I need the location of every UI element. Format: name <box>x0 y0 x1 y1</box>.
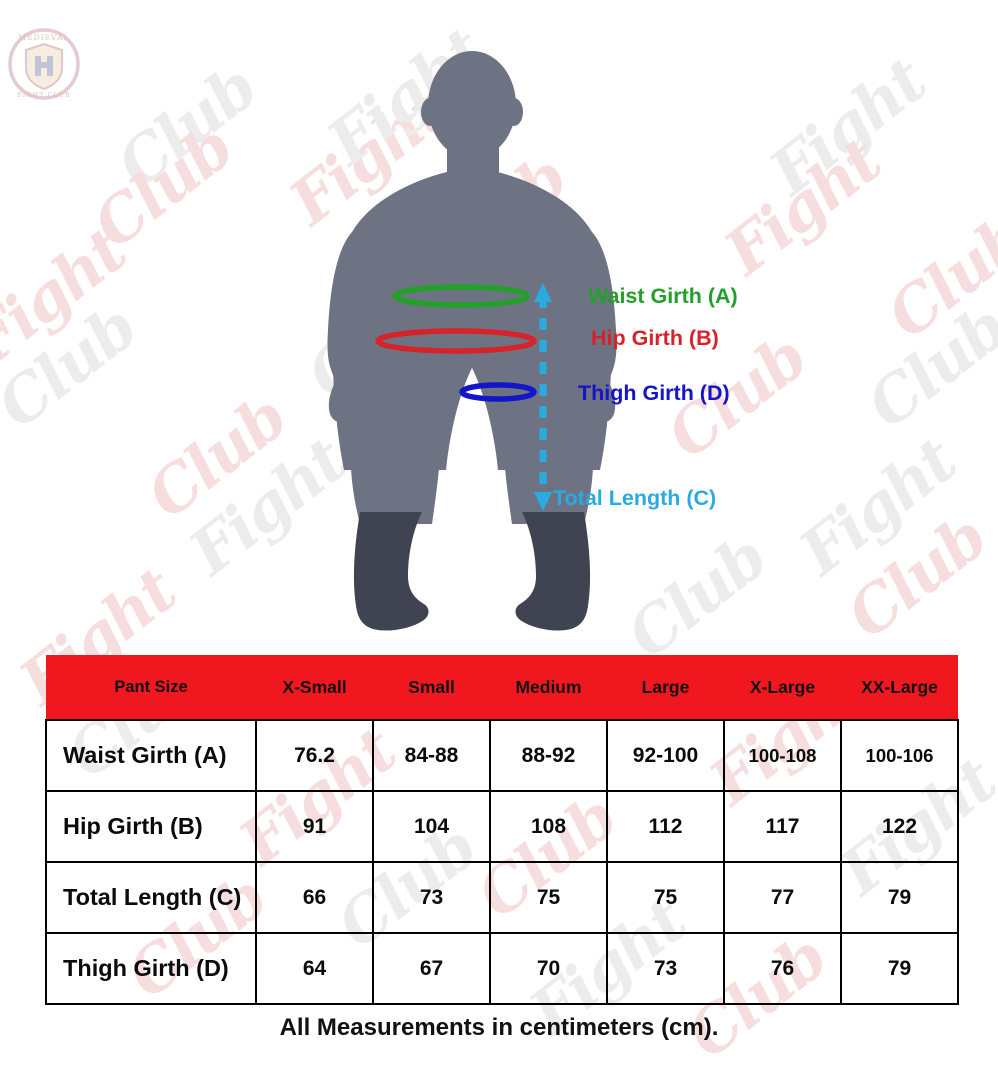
table-header-row: Pant Size X-Small Small Medium Large X-L… <box>46 655 958 720</box>
label-waist-girth: Waist Girth (A) <box>588 284 738 308</box>
thigh-measure-band <box>459 382 537 402</box>
total-length-arrow <box>534 283 552 511</box>
cell-thigh-x-small: 64 <box>255 932 374 1005</box>
table-row: Waist Girth (A) 76.2 84-88 88-92 92-100 … <box>45 719 959 792</box>
cell-waist-x-large: 100-108 <box>723 719 842 792</box>
cell-hip-x-small: 91 <box>255 790 374 863</box>
cell-waist-medium: 88-92 <box>489 719 608 792</box>
crotch-notch <box>446 368 498 470</box>
size-chart-table: Pant Size X-Small Small Medium Large X-L… <box>45 655 959 1005</box>
body-measurement-diagram: Waist Girth (A) Hip Girth (B) Thigh Girt… <box>327 51 738 631</box>
row-label-thigh-girth: Thigh Girth (D) <box>45 932 257 1005</box>
cell-hip-large: 112 <box>606 790 725 863</box>
column-header-small: Small <box>373 655 490 720</box>
column-header-x-large: X-Large <box>724 655 841 720</box>
row-label-total-length: Total Length (C) <box>45 861 257 934</box>
column-header-large: Large <box>607 655 724 720</box>
measurement-units-caption: All Measurements in centimeters (cm). <box>279 1014 719 1041</box>
svg-text:MEDIEVAL: MEDIEVAL <box>19 33 70 42</box>
table-row: Thigh Girth (D) 64 67 70 73 76 79 <box>45 932 959 1005</box>
cell-total-small: 73 <box>372 861 491 934</box>
cell-total-large: 75 <box>606 861 725 934</box>
size-chart-table-wrapper: Pant Size X-Small Small Medium Large X-L… <box>45 655 959 1005</box>
cell-thigh-xx-large: 79 <box>840 932 959 1005</box>
cell-waist-small: 84-88 <box>372 719 491 792</box>
column-header-xx-large: XX-Large <box>841 655 958 720</box>
boots <box>353 512 591 631</box>
shield-crest-logo: MEDIEVAL FIGHT CLUB <box>8 28 80 100</box>
row-label-waist-girth: Waist Girth (A) <box>45 719 257 792</box>
cell-thigh-medium: 70 <box>489 932 608 1005</box>
waist-measure-band <box>392 284 530 308</box>
cell-waist-x-small: 76.2 <box>255 719 374 792</box>
table-row: Hip Girth (B) 91 104 108 112 117 122 <box>45 790 959 863</box>
cell-waist-large: 92-100 <box>606 719 725 792</box>
svg-text:FIGHT CLUB: FIGHT CLUB <box>17 91 71 99</box>
logo-svg: MEDIEVAL FIGHT CLUB <box>8 28 80 100</box>
male-body-silhouette <box>327 51 617 631</box>
cell-thigh-x-large: 76 <box>723 932 842 1005</box>
cell-total-x-large: 77 <box>723 861 842 934</box>
cell-total-x-small: 66 <box>255 861 374 934</box>
cell-hip-small: 104 <box>372 790 491 863</box>
label-hip-girth: Hip Girth (B) <box>591 326 719 350</box>
table-header: Pant Size X-Small Small Medium Large X-L… <box>46 655 958 720</box>
cell-waist-xx-large: 100-106 <box>840 719 959 792</box>
label-thigh-girth: Thigh Girth (D) <box>578 381 730 405</box>
cell-total-medium: 75 <box>489 861 608 934</box>
label-total-length: Total Length (C) <box>553 486 717 510</box>
table-body: Waist Girth (A) 76.2 84-88 88-92 92-100 … <box>45 719 959 1005</box>
column-header-x-small: X-Small <box>256 655 373 720</box>
cell-thigh-large: 73 <box>606 932 725 1005</box>
table-row: Total Length (C) 66 73 75 75 77 79 <box>45 861 959 934</box>
row-label-hip-girth: Hip Girth (B) <box>45 790 257 863</box>
cell-hip-xx-large: 122 <box>840 790 959 863</box>
column-header-medium: Medium <box>490 655 607 720</box>
column-header-pant-size: Pant Size <box>46 655 256 720</box>
cell-thigh-small: 67 <box>372 932 491 1005</box>
cell-hip-x-large: 117 <box>723 790 842 863</box>
hip-measure-band <box>375 328 537 354</box>
cell-total-xx-large: 79 <box>840 861 959 934</box>
cell-hip-medium: 108 <box>489 790 608 863</box>
